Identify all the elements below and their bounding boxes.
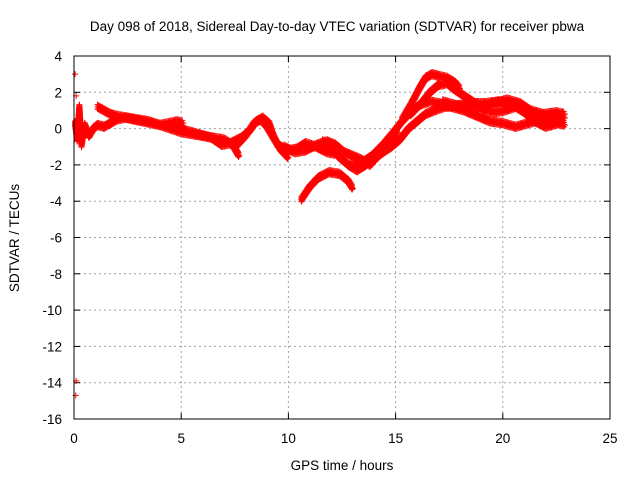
x-tick-label: 15: [388, 431, 403, 446]
y-tick-label: 0: [54, 122, 62, 137]
data-point: [236, 152, 243, 159]
y-tick-label: -2: [50, 158, 62, 173]
y-axis-label: SDTVAR / TECUs: [7, 184, 22, 293]
chart-title: Day 098 of 2018, Sidereal Day-to-day VTE…: [90, 19, 585, 34]
x-axis-label: GPS time / hours: [291, 458, 394, 473]
x-tick-label: 10: [281, 431, 296, 446]
y-tick-label: -10: [42, 303, 62, 318]
y-tick-label: -16: [42, 412, 62, 427]
series-track-f: [298, 166, 356, 205]
data-point: [235, 149, 242, 156]
y-tick-label: 2: [54, 85, 62, 100]
data-point: [234, 148, 241, 155]
x-tick-label: 5: [177, 431, 185, 446]
y-tick-label: -12: [42, 339, 62, 354]
data-markers: [72, 68, 568, 399]
x-tick-label: 20: [495, 431, 510, 446]
y-tick-label: -14: [42, 376, 62, 391]
y-tick-label: -6: [50, 231, 62, 246]
x-tick-label: 25: [602, 431, 617, 446]
x-tick-label: 0: [70, 431, 78, 446]
series-track-b: [94, 101, 243, 161]
y-tick-label: 4: [54, 49, 62, 64]
data-point: [72, 71, 79, 78]
y-tick-label: -8: [50, 267, 62, 282]
y-tick-label: -4: [50, 194, 62, 209]
